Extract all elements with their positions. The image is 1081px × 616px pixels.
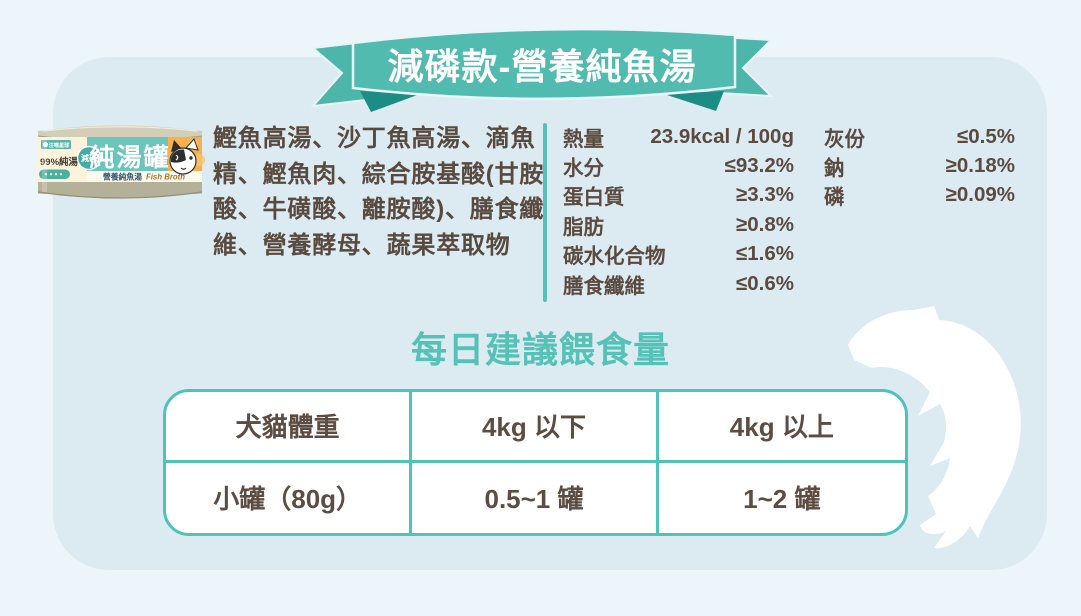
- nutrition-value: 23.9kcal / 100g: [650, 124, 794, 148]
- nutrition-row: 水分 ≤93.2%: [563, 151, 794, 180]
- nutrition-panel-left: 熱量 23.9kcal / 100g 水分 ≤93.2% 蛋白質 ≥3.3% 脂…: [563, 122, 794, 298]
- nutrition-value: ≤0.5%: [957, 124, 1015, 148]
- variant-badge-circle: [76, 145, 102, 171]
- brand-logo-banner: [41, 140, 71, 149]
- nutrition-panel-right: 灰份 ≤0.5% 鈉 ≥0.18% 磷 ≥0.09%: [824, 122, 1015, 210]
- nutrition-value: ≥0.8%: [736, 212, 794, 236]
- table-cell: 1~2 罐: [743, 484, 821, 515]
- can-bottom-band: [38, 180, 202, 198]
- ingredients-text: 鰹魚高湯、沙丁魚高湯、滴魚 精、鰹魚肉、綜合胺基酸(甘胺 酸、牛磺酸、離胺酸)、…: [213, 125, 545, 259]
- nutrition-label: 蛋白質: [563, 186, 625, 210]
- nutrition-row: 蛋白質 ≥3.3%: [563, 181, 794, 210]
- nutrition-row: 熱量 23.9kcal / 100g: [563, 122, 794, 151]
- nutrition-row: 磷 ≥0.09%: [824, 181, 1015, 210]
- ribbon-fold-right: [664, 91, 724, 111]
- banner-title: 減磷款-營養純魚湯: [387, 46, 697, 87]
- table-header-cell: 4kg 以下: [412, 392, 659, 463]
- product-name: 純湯罐: [89, 143, 170, 172]
- nutrition-row: 鈉 ≥0.18%: [824, 151, 1015, 180]
- nutrition-value: ≥3.3%: [736, 183, 794, 207]
- nutrition-row: 膳食纖維 ≤0.6%: [563, 269, 794, 298]
- nutrition-label: 脂肪: [563, 215, 604, 239]
- can-subtitle-en: Fish Broth: [146, 173, 185, 182]
- product-can-image: 汪喵星球 99%純湯 減磷 純湯罐 營養純魚湯 Fish Broth: [37, 125, 205, 199]
- feeding-table: 犬貓體重 4kg 以下 4kg 以上 小罐（80g） 0.5~1 罐 1~2 罐: [163, 389, 908, 536]
- nutrition-row: 碳水化合物 ≤1.6%: [563, 240, 794, 269]
- nutrition-label: 膳食纖維: [563, 274, 645, 298]
- ribbon-fold-left: [360, 91, 420, 112]
- nutrition-label: 碳水化合物: [563, 245, 666, 269]
- nutrition-value: ≥0.09%: [945, 183, 1015, 207]
- nutrition-value: ≤0.6%: [736, 271, 794, 295]
- variant-badge-text: 減磷: [81, 153, 98, 163]
- nutrition-row: 灰份 ≤0.5%: [824, 122, 1015, 151]
- table-header-cell: 犬貓體重: [166, 392, 413, 463]
- can-subtitle-strip: [87, 171, 202, 182]
- label-pill-badge: [39, 169, 70, 179]
- nutrition-label: 水分: [563, 157, 604, 181]
- can-subtitle-cn: 營養純魚湯: [103, 172, 142, 182]
- nutrition-value: ≥0.18%: [945, 154, 1015, 178]
- brand-name: 汪喵星球: [49, 141, 71, 149]
- nutrition-row: 脂肪 ≥0.8%: [563, 210, 794, 239]
- ribbon-shape: [311, 28, 773, 112]
- table-cell: 小罐（80g）: [166, 462, 413, 533]
- nutrition-label: 磷: [824, 186, 845, 210]
- ribbon-banner: 減磷款-營養純魚湯: [311, 28, 773, 114]
- brand-cat-icon: [42, 141, 49, 148]
- cat-illustration: [169, 138, 199, 175]
- feeding-section-heading: 每日建議餵食量: [410, 329, 670, 370]
- purity-badge: 99%純湯: [40, 156, 79, 168]
- table-header-cell: 4kg 以上: [658, 392, 905, 463]
- fish-silhouette-graphic: [848, 306, 1021, 549]
- ribbon-band: [351, 28, 737, 100]
- nutrition-value: ≤93.2%: [724, 154, 794, 178]
- nutrition-value: ≤1.6%: [736, 242, 794, 266]
- nutrition-label: 灰份: [824, 127, 865, 151]
- nutrition-label: 熱量: [563, 127, 604, 151]
- table-cell: 0.5~1 罐: [412, 462, 659, 533]
- nutrition-label: 鈉: [824, 157, 845, 181]
- section-divider: [543, 123, 547, 302]
